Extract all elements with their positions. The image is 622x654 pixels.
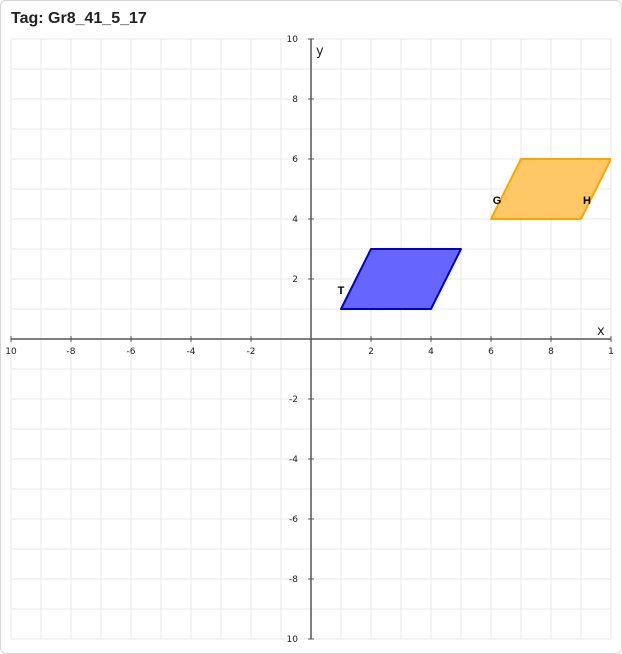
axes	[11, 39, 611, 639]
x-tick-label: -4	[187, 347, 196, 357]
y-tick-label: 2	[292, 275, 298, 285]
tick-labels: 10 -8 -6 -4 -2 2 4 6 8 1 10 8 6 4 2 -2 -4 -6 -8 10	[5, 35, 614, 645]
y-tick-label: 4	[292, 215, 298, 225]
x-tick-label: 8	[548, 347, 554, 357]
x-tick-label: 1	[608, 347, 614, 357]
vertex-label-g: G	[493, 195, 502, 207]
y-tick-label: 10	[287, 35, 299, 45]
y-tick-label: -2	[289, 395, 298, 405]
y-tick-label: 6	[292, 155, 298, 165]
x-tick-label: 6	[488, 347, 494, 357]
x-tick-label: -6	[127, 347, 136, 357]
x-axis-label: x	[597, 324, 605, 339]
y-tick-label: 8	[292, 95, 298, 105]
vertex-label-h: H	[583, 195, 591, 207]
vertex-label-t: T	[338, 285, 345, 297]
y-tick-label: -8	[289, 575, 298, 585]
x-tick-label: 10	[5, 347, 17, 357]
x-tick-label: -8	[67, 347, 76, 357]
blue-parallelogram[interactable]	[340, 248, 462, 310]
x-tick-label: 2	[368, 347, 374, 357]
orange-parallelogram[interactable]	[490, 158, 611, 220]
page-title: Tag: Gr8_41_5_17	[11, 10, 147, 27]
y-tick-label: -6	[289, 515, 298, 525]
x-tick-label: 4	[428, 347, 434, 357]
y-tick-label: -4	[289, 455, 298, 465]
shapes-layer	[340, 158, 611, 310]
y-axis-label: y	[316, 44, 324, 59]
x-tick-label: -2	[247, 347, 256, 357]
vertex-labels: T G H	[338, 195, 591, 297]
y-tick-label: 10	[287, 635, 299, 645]
